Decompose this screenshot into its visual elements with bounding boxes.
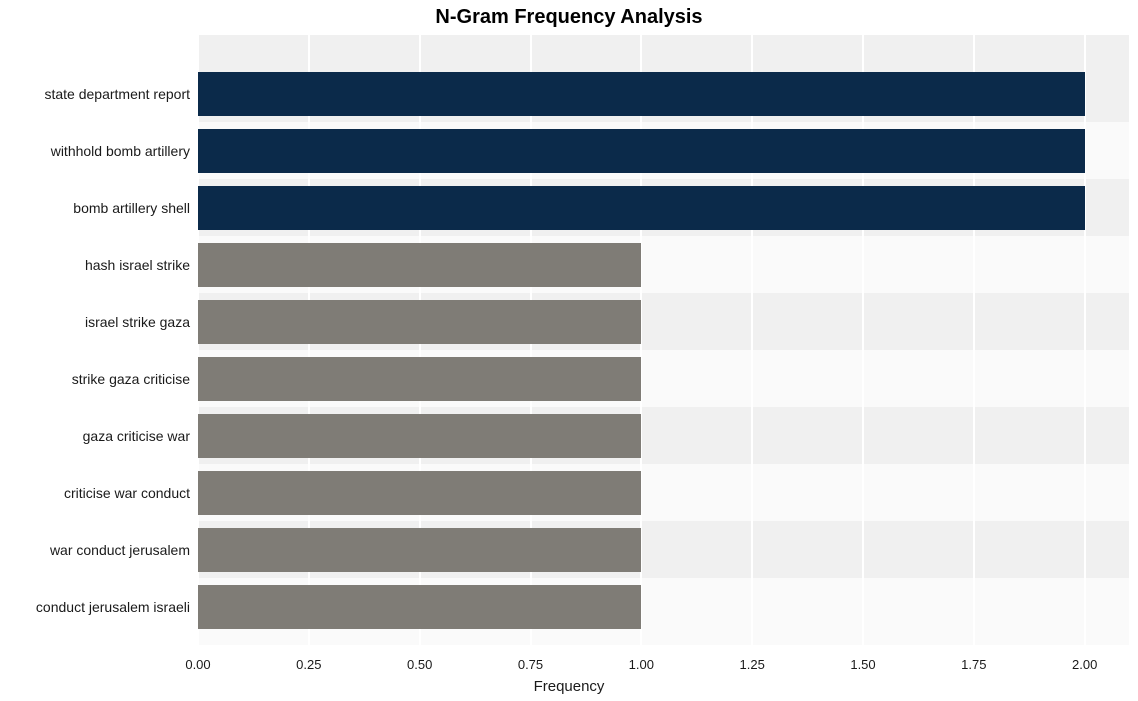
y-category-label: state department report — [44, 86, 190, 102]
grid-line — [1084, 35, 1086, 645]
y-category-label: hash israel strike — [85, 257, 190, 273]
x-tick-label: 1.00 — [629, 657, 654, 672]
x-tick-label: 0.25 — [296, 657, 321, 672]
y-category-label: withhold bomb artillery — [51, 143, 190, 159]
x-tick-label: 1.75 — [961, 657, 986, 672]
y-category-label: conduct jerusalem israeli — [36, 599, 190, 615]
ngram-frequency-chart: N-Gram Frequency Analysis 0.000.250.500.… — [0, 0, 1138, 701]
y-category-label: israel strike gaza — [85, 314, 190, 330]
grid-line — [862, 35, 864, 645]
bar — [198, 357, 641, 401]
x-tick-label: 1.25 — [740, 657, 765, 672]
x-axis-title: Frequency — [0, 678, 1138, 695]
y-category-label: criticise war conduct — [64, 485, 190, 501]
bar — [198, 243, 641, 287]
bar — [198, 585, 641, 629]
chart-title: N-Gram Frequency Analysis — [0, 6, 1138, 29]
x-tick-label: 0.75 — [518, 657, 543, 672]
x-tick-label: 1.50 — [850, 657, 875, 672]
x-tick-label: 0.50 — [407, 657, 432, 672]
y-category-label: war conduct jerusalem — [50, 542, 190, 558]
y-category-label: gaza criticise war — [83, 428, 190, 444]
y-category-label: bomb artillery shell — [73, 200, 190, 216]
bar — [198, 300, 641, 344]
bar — [198, 72, 1085, 116]
y-category-label: strike gaza criticise — [72, 371, 190, 387]
x-tick-label: 0.00 — [185, 657, 210, 672]
plot-area: 0.000.250.500.751.001.251.501.752.00stat… — [198, 35, 1129, 645]
grid-line — [973, 35, 975, 645]
bar — [198, 414, 641, 458]
bar — [198, 129, 1085, 173]
bar — [198, 186, 1085, 230]
bar — [198, 528, 641, 572]
x-tick-label: 2.00 — [1072, 657, 1097, 672]
grid-line — [751, 35, 753, 645]
bar — [198, 471, 641, 515]
